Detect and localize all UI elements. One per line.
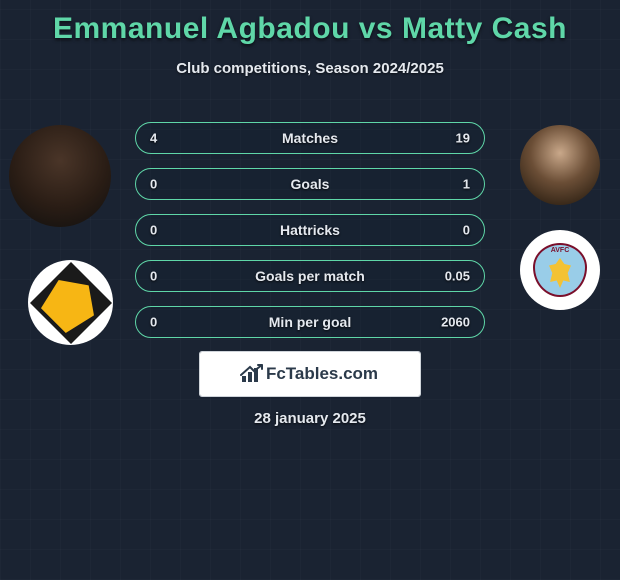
stat-label: Min per goal (269, 314, 351, 330)
stats-panel: 4 Matches 19 0 Goals 1 0 Hattricks 0 0 G… (135, 122, 485, 352)
stat-row-hattricks: 0 Hattricks 0 (135, 214, 485, 246)
stat-left-value: 0 (150, 315, 157, 330)
stat-label: Goals per match (255, 268, 365, 284)
snapshot-date: 28 january 2025 (0, 410, 620, 427)
wolves-badge-icon (29, 261, 111, 343)
stat-label: Goals (291, 176, 330, 192)
stat-row-min-per-goal: 0 Min per goal 2060 (135, 306, 485, 338)
player2-avatar (520, 125, 600, 205)
club2-abbrev: AVFC (551, 247, 570, 254)
stat-right-value: 1 (463, 177, 470, 192)
club2-logo: AVFC (520, 230, 600, 310)
stat-row-matches: 4 Matches 19 (135, 122, 485, 154)
stat-left-value: 0 (150, 269, 157, 284)
stat-left-value: 4 (150, 131, 157, 146)
stat-row-goals: 0 Goals 1 (135, 168, 485, 200)
page-title: Emmanuel Agbadou vs Matty Cash (0, 0, 620, 46)
stat-right-value: 2060 (441, 315, 470, 330)
source-badge-text: FcTables.com (266, 364, 378, 384)
bar-chart-icon (242, 366, 262, 382)
stat-label: Hattricks (280, 222, 340, 238)
stat-right-value: 0 (463, 223, 470, 238)
stat-label: Matches (282, 130, 338, 146)
stat-left-value: 0 (150, 177, 157, 192)
avfc-badge-icon: AVFC (533, 243, 587, 297)
source-badge: FcTables.com (200, 352, 420, 396)
club1-logo (28, 260, 113, 345)
stat-right-value: 0.05 (445, 269, 470, 284)
stat-left-value: 0 (150, 223, 157, 238)
page-subtitle: Club competitions, Season 2024/2025 (0, 60, 620, 77)
stat-right-value: 19 (456, 131, 470, 146)
player1-avatar (9, 125, 111, 227)
stat-row-goals-per-match: 0 Goals per match 0.05 (135, 260, 485, 292)
